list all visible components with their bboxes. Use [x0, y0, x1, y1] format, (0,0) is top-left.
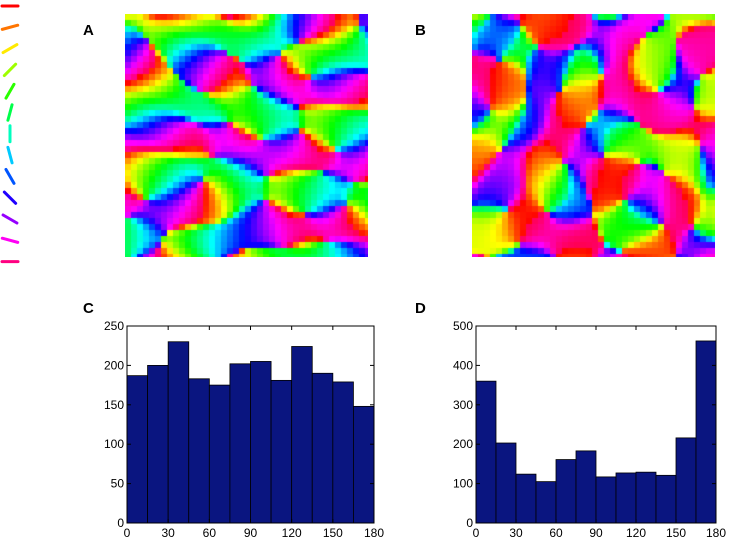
y-tick-label: 0	[466, 516, 473, 530]
orientation-key-tick	[1, 43, 19, 55]
panel-label-a: A	[83, 22, 94, 39]
histogram-bar	[126, 375, 148, 524]
histogram-bar	[208, 384, 231, 524]
x-tick-label: 180	[706, 526, 726, 539]
orientation-key-tick	[0, 23, 20, 31]
histogram-c: 0 30 60 90 120 150 180 0 50 100 150 200 250	[104, 319, 384, 539]
orientation-map-a	[125, 14, 368, 257]
x-tick-label: 120	[626, 526, 646, 539]
y-tick-label: 100	[104, 437, 124, 451]
x-tick-label: 60	[549, 526, 563, 539]
y-tick-label: 100	[453, 477, 473, 491]
histogram-bar	[311, 372, 334, 524]
y-tick-label: 400	[453, 358, 473, 372]
x-tick-label: 0	[473, 526, 480, 539]
histogram-bar	[332, 381, 354, 524]
y-tick-label: 500	[453, 319, 473, 333]
y-tick-label: 200	[104, 358, 124, 372]
histogram-bar	[655, 474, 677, 524]
orientation-key-tick	[4, 167, 16, 185]
y-tick-label: 300	[453, 398, 473, 412]
panel-label-c: C	[83, 300, 94, 317]
histogram-bar	[675, 437, 697, 524]
histogram-bar	[515, 473, 537, 524]
histogram-bar	[188, 378, 210, 524]
histogram-bar	[250, 361, 272, 524]
orientation-map-b	[472, 14, 715, 257]
histogram-bar	[535, 481, 557, 524]
histogram-bar	[229, 363, 251, 524]
orientation-key-tick	[6, 145, 14, 165]
histogram-bar	[147, 365, 169, 524]
y-tick-label: 50	[111, 477, 125, 491]
orientation-key-tick	[4, 82, 16, 100]
histogram-bar	[475, 380, 497, 524]
histogram-bar	[615, 472, 637, 524]
histogram-bar	[555, 459, 577, 524]
histogram-bar	[635, 471, 657, 524]
histogram-bar	[495, 442, 517, 524]
x-tick-label: 90	[589, 526, 603, 539]
x-tick-label: 0	[124, 526, 131, 539]
histogram-d: 0 30 60 90 120 150 180 0 100 200 300 400 500	[453, 319, 726, 539]
histogram-bar	[595, 476, 617, 524]
y-tick-label: 200	[453, 437, 473, 451]
orientation-key-tick	[2, 62, 18, 78]
x-tick-label: 180	[364, 526, 384, 539]
orientation-key-tick	[2, 190, 18, 205]
orientation-key-tick	[6, 103, 14, 122]
x-tick-label: 60	[203, 526, 217, 539]
y-tick-label: 0	[117, 516, 124, 530]
x-tick-label: 30	[509, 526, 523, 539]
histogram-bar	[167, 341, 190, 524]
panel-label-b: B	[415, 22, 426, 39]
x-tick-label: 30	[161, 526, 175, 539]
histogram-bar	[695, 340, 717, 524]
histogram-bar	[270, 379, 293, 524]
x-tick-label: 150	[323, 526, 343, 539]
orientation-key-tick	[1, 213, 19, 225]
histogram-bar	[575, 450, 597, 524]
x-tick-label: 150	[666, 526, 686, 539]
panel-label-d: D	[415, 300, 426, 317]
x-tick-label: 120	[282, 526, 302, 539]
x-tick-label: 90	[244, 526, 258, 539]
y-tick-label: 150	[104, 398, 124, 412]
orientation-color-key-icon	[0, 4, 20, 264]
y-tick-label: 250	[104, 319, 124, 333]
histogram-bar	[353, 405, 375, 524]
histogram-bar	[291, 346, 313, 524]
orientation-key-tick	[0, 236, 20, 244]
